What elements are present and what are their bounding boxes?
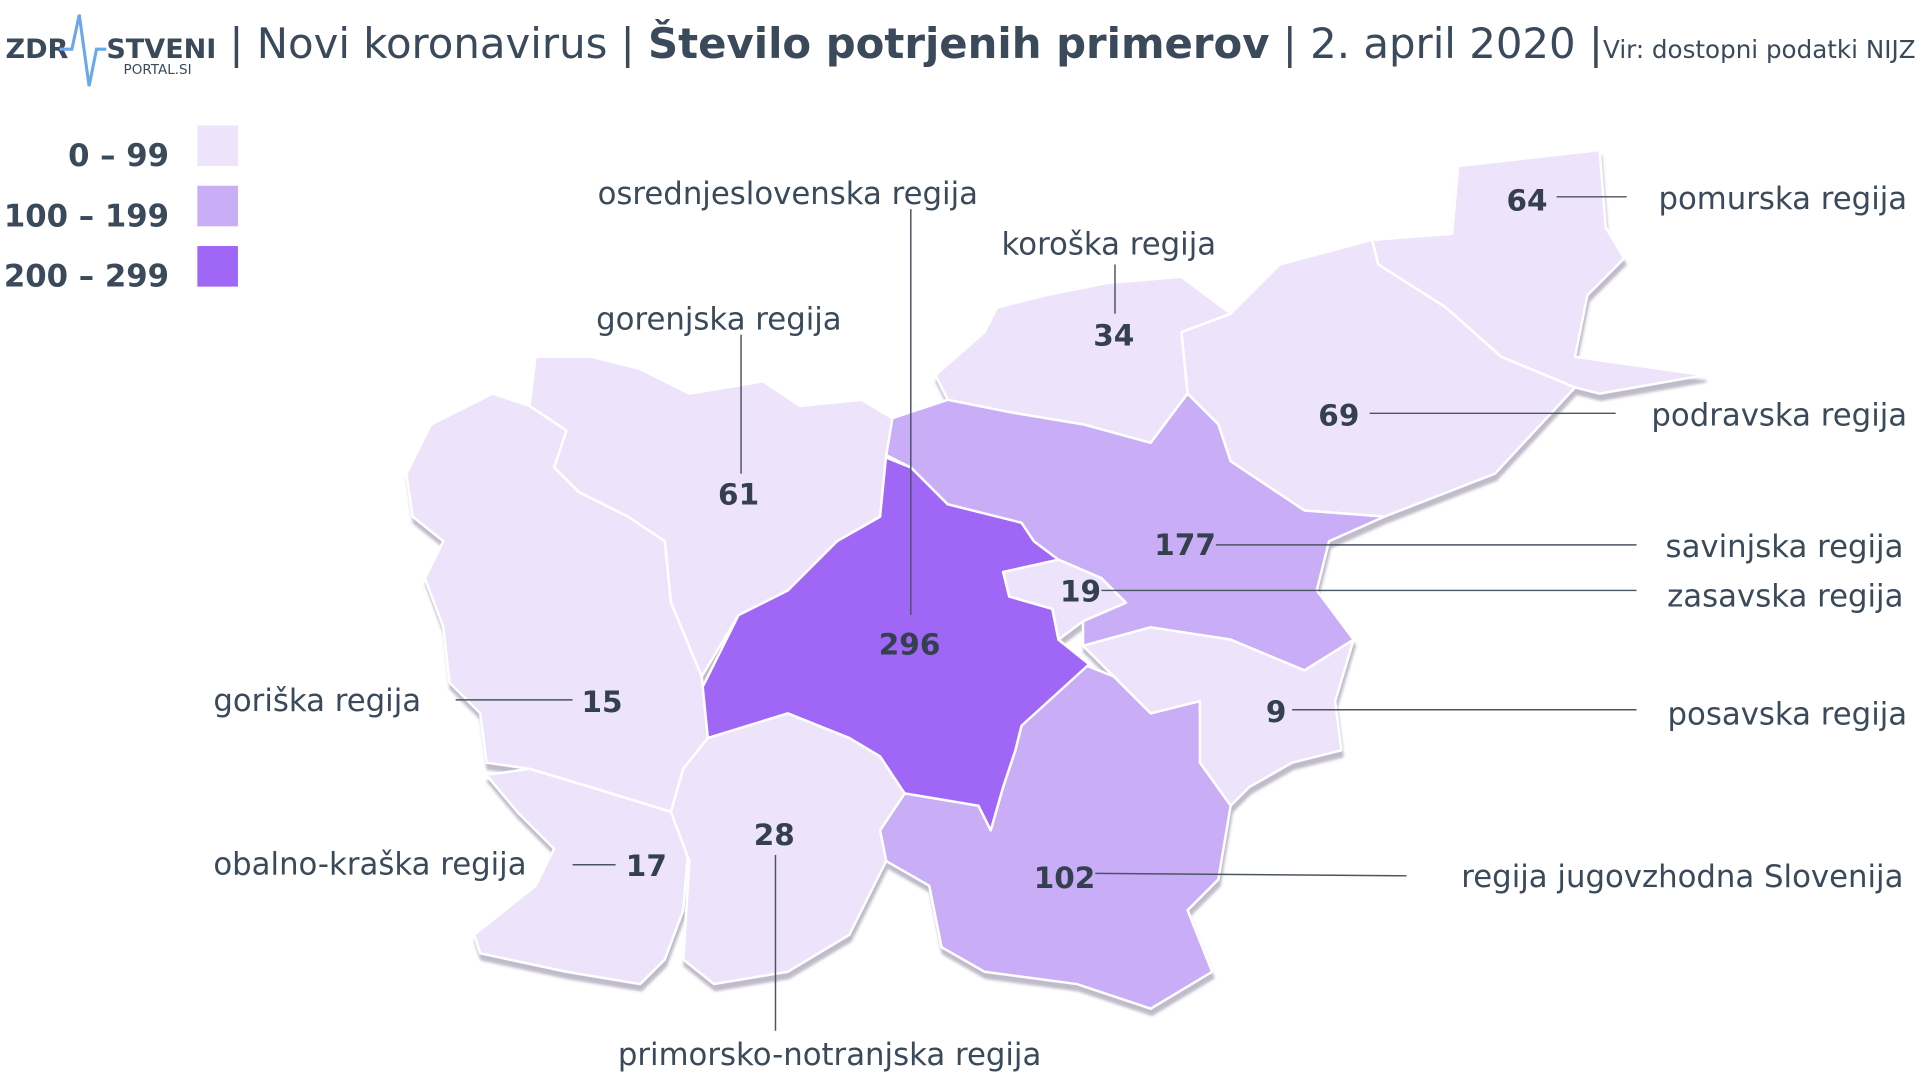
legend-label: 0 – 99 <box>68 138 169 174</box>
region-value: 9 <box>1266 695 1287 729</box>
region <box>472 767 691 986</box>
region-value: 177 <box>1154 528 1216 562</box>
region <box>669 712 906 986</box>
region-name: regija jugovzhodna Slovenija <box>1461 859 1903 895</box>
logo-sub: PORTAL.SI <box>124 62 192 78</box>
region-value: 69 <box>1318 399 1359 433</box>
legend-swatch <box>197 125 238 167</box>
region-name: primorsko-notranjska regija <box>618 1037 1041 1073</box>
region-name: savinjska regija <box>1666 529 1904 565</box>
region-name: osrednjeslovenska regija <box>598 176 978 212</box>
region-value: 64 <box>1507 183 1548 217</box>
region-value: 34 <box>1093 319 1134 353</box>
region-name: podravska regija <box>1651 398 1907 434</box>
labels: 64 pomurska regija 69 podravska regija 34 kor… <box>213 176 1907 1073</box>
leader-line <box>1095 872 1407 877</box>
region <box>700 453 1091 832</box>
region-value: 19 <box>1060 575 1101 609</box>
logo-left: ZDR <box>5 34 68 65</box>
region-value: 17 <box>626 849 667 883</box>
legend: 0 – 99 100 – 199 200 – 299 <box>4 125 238 295</box>
header-line: | Novi koronavirus | Število potrjenih p… <box>229 18 1915 68</box>
title: Število potrjenih primerov <box>648 18 1269 68</box>
legend-label: 200 – 299 <box>4 259 169 295</box>
region-name: gorenjska regija <box>596 302 842 338</box>
region-name: goriška regija <box>213 683 421 719</box>
region-name: obalno-kraška regija <box>213 847 526 883</box>
region-name: koroška regija <box>1002 227 1217 263</box>
region-name: posavska regija <box>1668 697 1908 733</box>
source: Vir: dostopni podatki NIJZ <box>1603 35 1916 64</box>
region-name: pomurska regija <box>1658 181 1907 217</box>
region-value: 61 <box>718 477 759 511</box>
logo-right: STVENI <box>106 34 216 65</box>
region-value: 28 <box>754 818 795 852</box>
region-value: 102 <box>1034 861 1096 895</box>
region-value: 15 <box>582 685 623 719</box>
logo: ZDR STVENI PORTAL.SI <box>5 14 216 87</box>
topic: Novi koronavirus <box>257 19 608 68</box>
legend-swatch <box>197 246 238 287</box>
regions <box>405 148 1706 1010</box>
legend-swatch <box>197 185 238 227</box>
region-name: zasavska regija <box>1667 578 1903 614</box>
logo-pulse <box>59 14 107 87</box>
legend-label: 100 – 199 <box>4 198 169 234</box>
date: 2. april 2020 <box>1310 19 1575 68</box>
region-value: 296 <box>879 627 941 661</box>
